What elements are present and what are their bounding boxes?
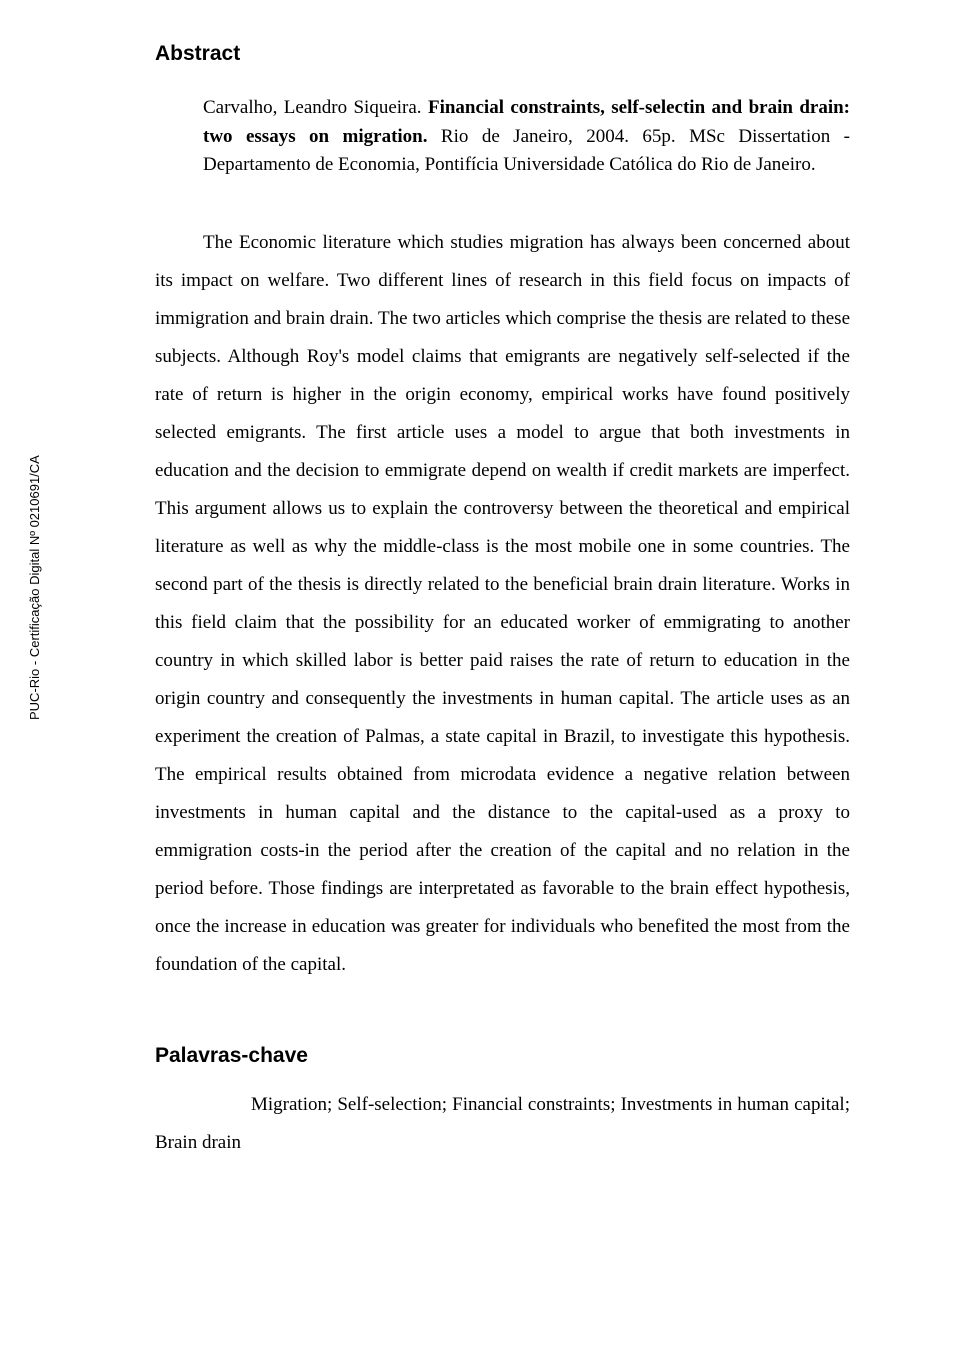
keywords-text: Migration; Self-selection; Financial con… [155, 1086, 850, 1162]
abstract-heading: Abstract [155, 42, 850, 66]
abstract-body: The Economic literature which studies mi… [155, 224, 850, 984]
citation-block: Carvalho, Leandro Siqueira. Financial co… [203, 94, 850, 180]
document-page: Abstract Carvalho, Leandro Siqueira. Fin… [0, 0, 960, 1222]
citation-author: Carvalho, Leandro Siqueira. [203, 97, 428, 118]
keywords-heading: Palavras-chave [155, 1044, 850, 1068]
